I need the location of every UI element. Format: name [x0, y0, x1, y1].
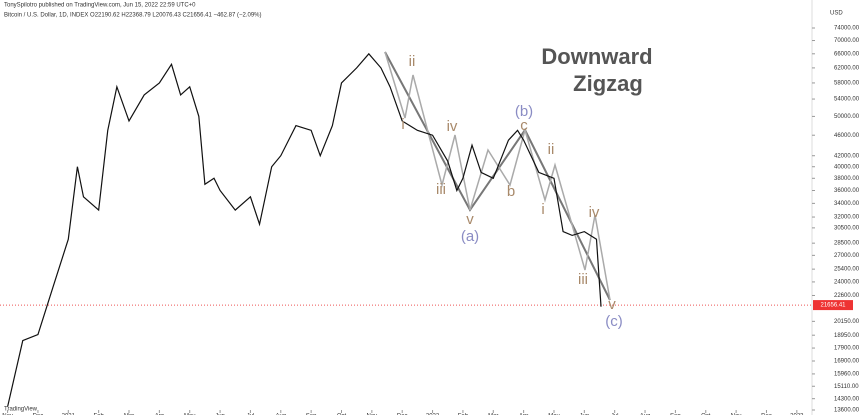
x-tick-label: Aug: [640, 414, 651, 415]
y-tick-label: 42000.00: [834, 153, 860, 159]
y-tick-label: 20150.00: [834, 319, 860, 325]
y-tick-label: 54000.00: [834, 97, 860, 103]
wave-label: iv: [589, 204, 600, 221]
wave-label: c: [520, 117, 528, 134]
x-tick-label: Oct: [701, 414, 711, 415]
x-tick-label: Sep: [306, 414, 317, 415]
wave-label: ii: [409, 53, 416, 70]
x-tick-label: Feb: [93, 414, 104, 415]
wave-label: i: [401, 116, 404, 133]
x-tick-label: 2023: [790, 414, 804, 415]
x-tick-label: Nov: [731, 414, 742, 415]
y-tick-label: 15960.00: [834, 371, 860, 377]
x-tick-label: Jul: [611, 414, 619, 415]
y-tick-label: 58000.00: [834, 81, 860, 87]
x-tick-label: Jul: [247, 414, 255, 415]
x-tick-label: May: [548, 414, 559, 415]
y-tick-label: 25400.00: [834, 267, 860, 273]
wave-label: iii: [578, 271, 588, 288]
footer: TradingView: [4, 407, 38, 413]
y-tick-label: 14300.00: [834, 396, 860, 402]
x-tick-label: Aug: [275, 414, 286, 415]
y-tick-label: 18950.00: [834, 333, 860, 339]
y-tick-label: 16900.00: [834, 359, 860, 365]
x-tick-label: Mar: [124, 414, 134, 415]
wave-label: v: [608, 296, 616, 313]
x-tick-label: 2021: [62, 414, 76, 415]
y-tick-label: 32000.00: [834, 215, 860, 221]
y-tick-label: 34000.00: [834, 201, 860, 207]
x-tick-label: May: [184, 414, 195, 415]
wave-label: i: [541, 201, 544, 218]
y-tick-label: 15110.00: [834, 384, 859, 390]
wave-label: v: [466, 211, 474, 228]
y-tick-label: 17900.00: [834, 346, 860, 352]
x-tick-label: Apr: [155, 414, 164, 415]
subtitle: Zigzag: [573, 71, 643, 96]
title: Downward: [541, 44, 652, 69]
wave-label: iv: [447, 118, 458, 135]
x-tick-label: Feb: [458, 414, 469, 415]
y-axis-label: USD: [830, 11, 843, 17]
symbol-info: Bitcoin / U.S. Dollar, 1D, INDEX O22190.…: [4, 13, 262, 19]
y-tick-label: 36000.00: [834, 188, 860, 194]
y-tick-label: 22600.00: [834, 293, 860, 299]
x-tick-label: Sep: [670, 414, 681, 415]
wave-label: (b): [515, 103, 533, 120]
x-tick-label: Nov: [2, 414, 13, 415]
wave-lines: [384, 51, 611, 301]
y-tick-label: 46000.00: [834, 133, 860, 139]
x-tick-label: Dec: [397, 414, 408, 415]
author: TonySpilotro published on TradingView.co…: [4, 3, 196, 9]
wave-label: (c): [605, 313, 623, 330]
y-tick-label: 13600.00: [834, 408, 860, 414]
y-tick-label: 70000.00: [834, 38, 860, 44]
y-tick-label: 28500.00: [834, 241, 860, 247]
y-tick-label: 62000.00: [834, 65, 860, 71]
y-tick-label: 74000.00: [834, 26, 860, 32]
y-tick-label: 66000.00: [834, 51, 860, 57]
y-tick-label: 50000.00: [834, 114, 860, 120]
x-tick-label: Oct: [337, 414, 347, 415]
wave-label: (a): [461, 228, 479, 245]
last-price-label: 21656.41: [820, 303, 846, 309]
y-tick-label: 40000.00: [834, 164, 860, 170]
price-line: [7, 52, 602, 407]
x-tick-label: 2022: [426, 414, 440, 415]
y-tick-label: 27000.00: [834, 253, 860, 259]
x-tick-label: Apr: [519, 414, 528, 415]
x-tick-label: Jun: [579, 414, 589, 415]
y-tick-label: 38000.00: [834, 176, 860, 182]
x-tick-label: Jun: [215, 414, 225, 415]
last-price-box: [813, 300, 853, 311]
x-tick-label: Mar: [488, 414, 498, 415]
y-tick-label: 30500.00: [834, 225, 860, 231]
wave-label: iii: [436, 181, 446, 198]
x-tick-label: Nov: [367, 414, 378, 415]
y-tick-label: 24000.00: [834, 279, 860, 285]
wave-label: b: [507, 183, 515, 200]
wave-label: ii: [548, 141, 555, 158]
x-tick-label: Dec: [761, 414, 772, 415]
x-tick-label: Dec: [33, 414, 44, 415]
